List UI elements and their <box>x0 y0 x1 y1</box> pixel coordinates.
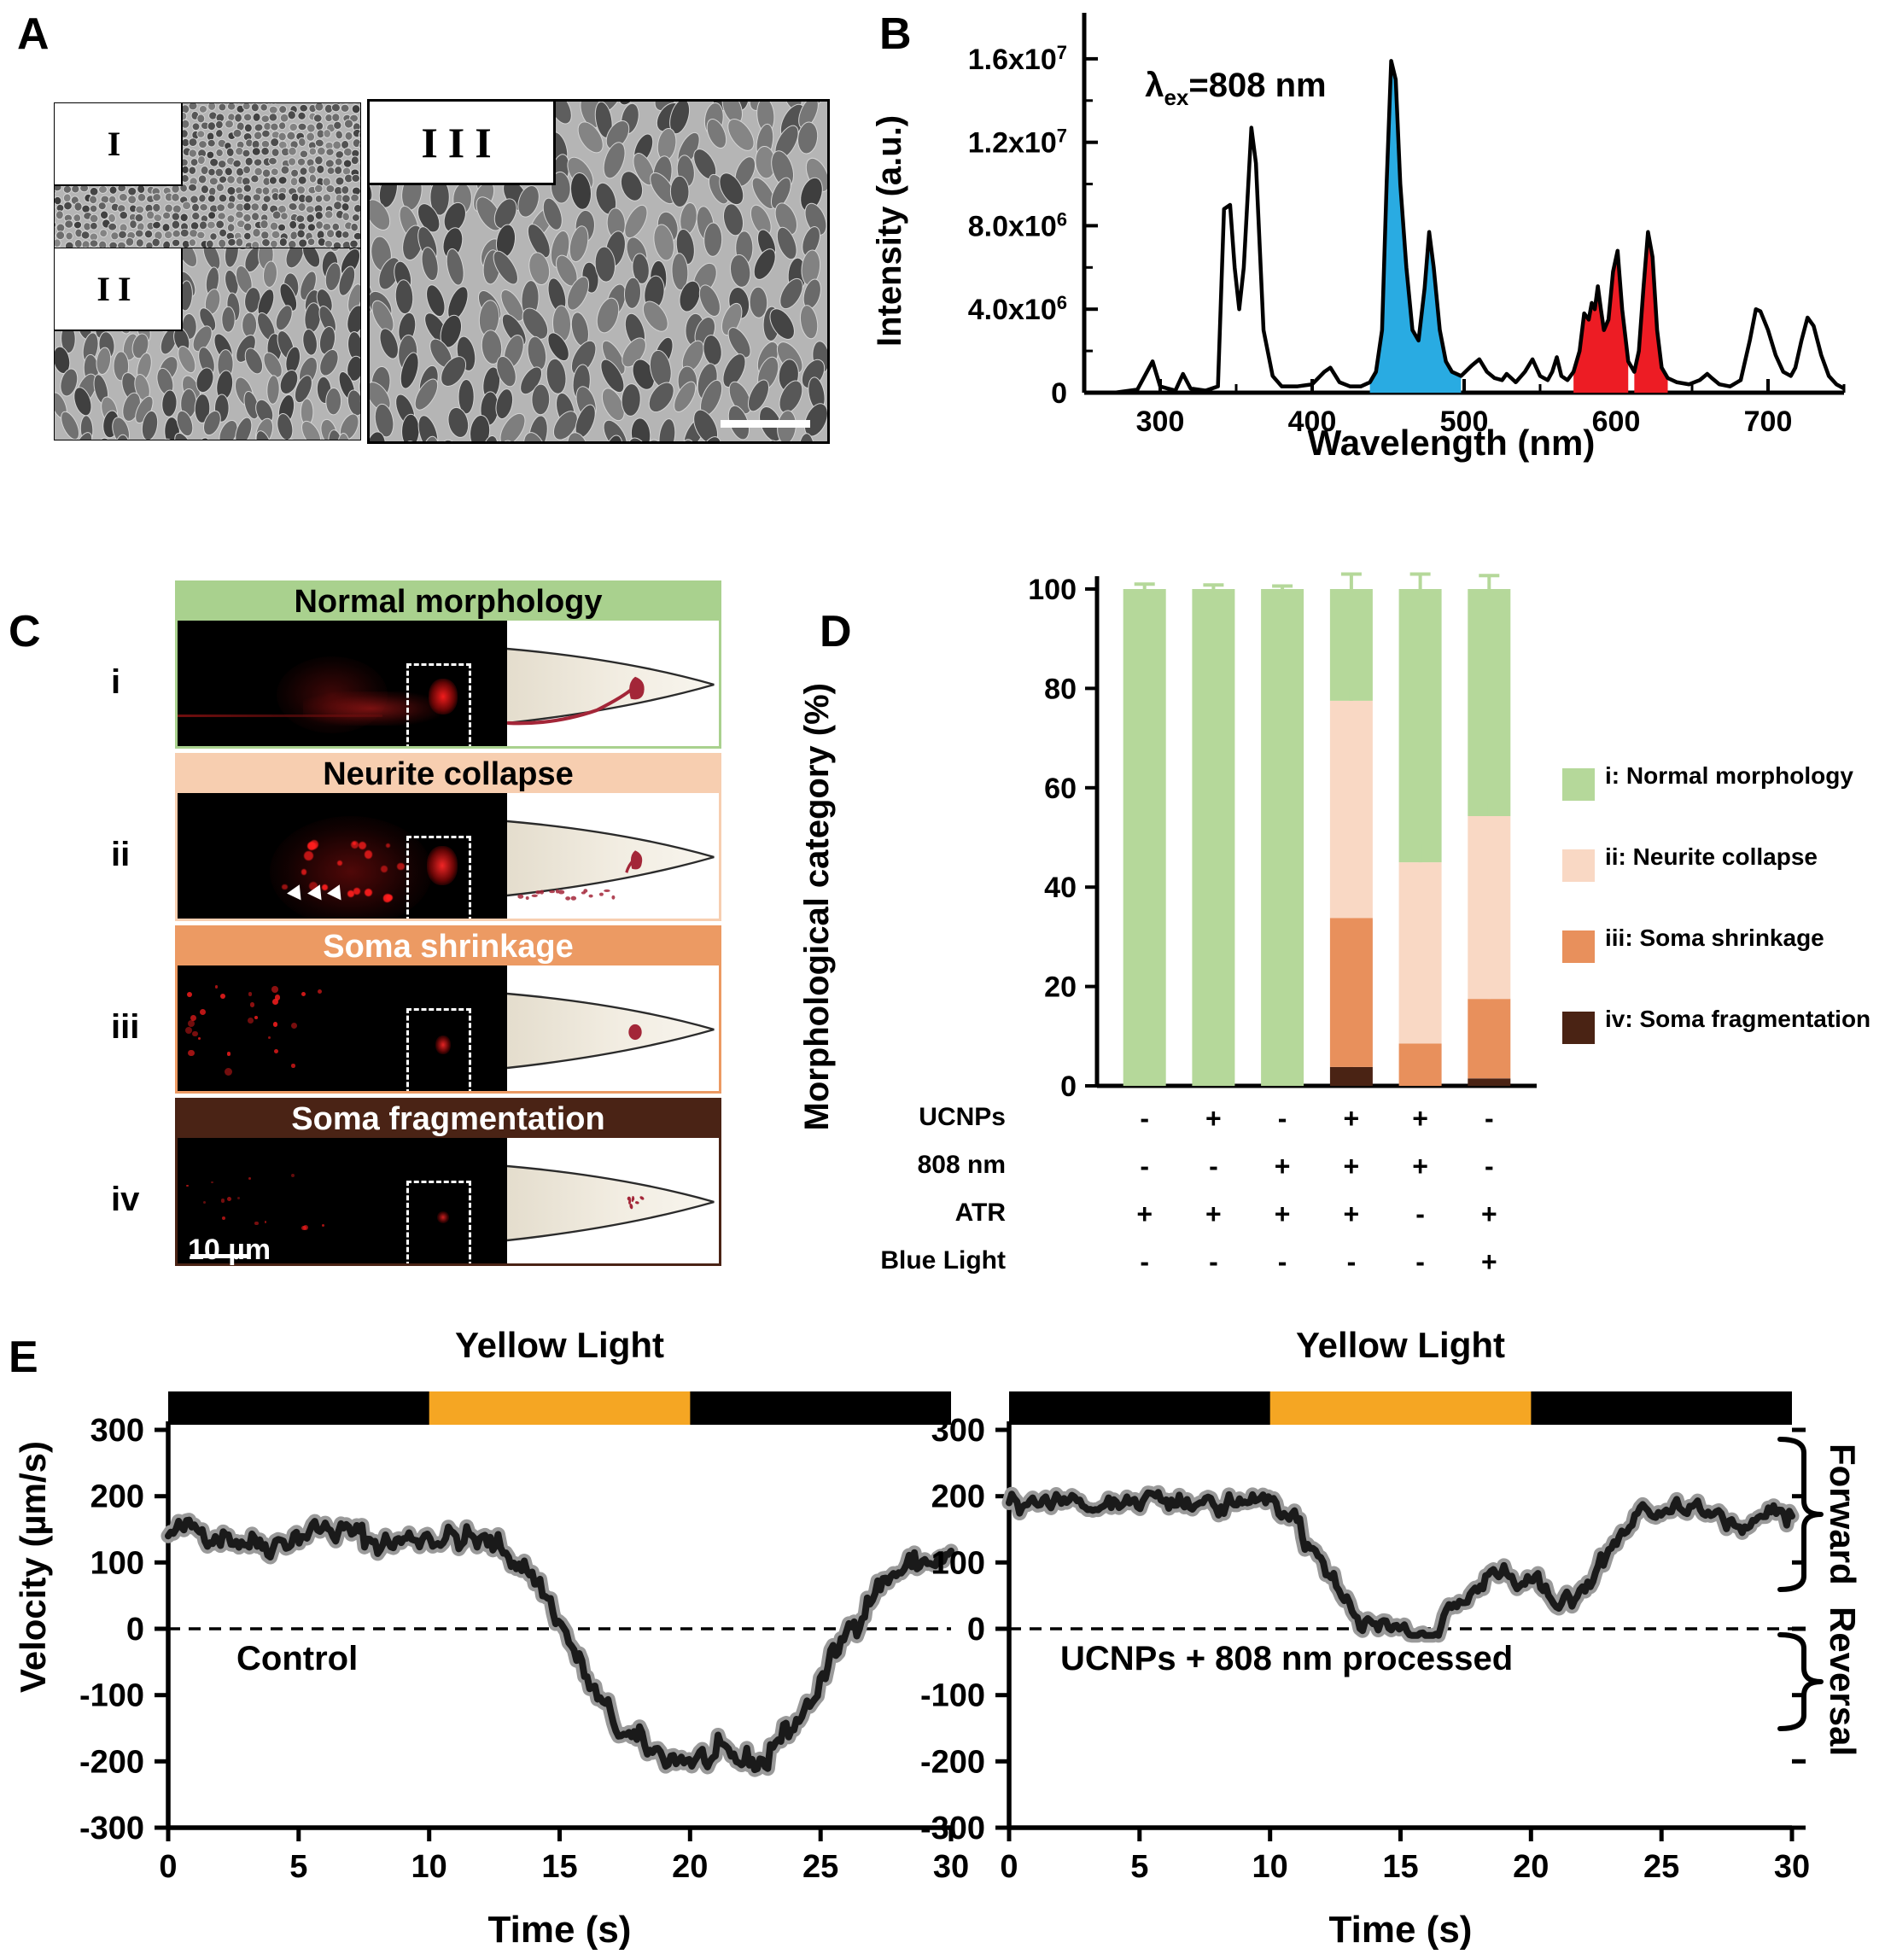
svg-text:100: 100 <box>1028 574 1077 606</box>
svg-text:λex=808 nm: λex=808 nm <box>1145 67 1326 110</box>
svg-text:0: 0 <box>1051 377 1067 410</box>
svg-text:300: 300 <box>1136 405 1185 438</box>
svg-text:1.6x107: 1.6x107 <box>968 42 1067 76</box>
svg-text:1.2x107: 1.2x107 <box>968 125 1067 160</box>
svg-text:4.0x106: 4.0x106 <box>968 292 1067 326</box>
svg-text:8.0x106: 8.0x106 <box>968 208 1067 242</box>
svg-text:700: 700 <box>1744 405 1793 438</box>
